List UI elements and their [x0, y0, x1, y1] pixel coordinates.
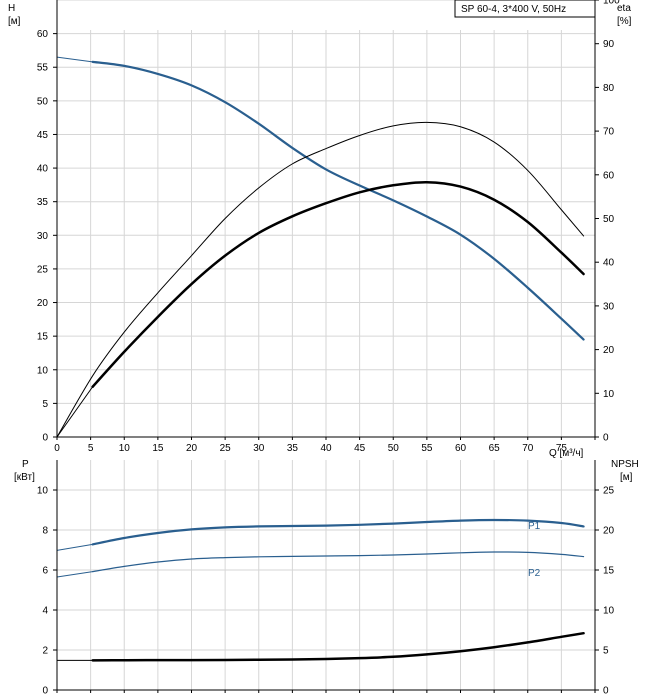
right-tick-label: 20: [603, 345, 615, 356]
curve-npsh: [91, 631, 585, 662]
curve-eta-ext: [56, 386, 94, 438]
left-tick-label: 55: [37, 63, 49, 74]
right-tick-label: 60: [603, 170, 615, 181]
x-tick-label: 70: [522, 443, 534, 454]
left-tick-label: 6: [42, 566, 48, 577]
left-tick-label: 5: [42, 399, 48, 410]
left-tick-label: 25: [37, 264, 49, 275]
x-tick-label: 50: [388, 443, 400, 454]
left-tick-label: 15: [37, 332, 49, 343]
x-tick-label: 40: [320, 443, 332, 454]
top-left-axis-label-2: [м]: [8, 16, 21, 27]
right-tick-label: 0: [603, 433, 609, 444]
grid-layer: [57, 0, 596, 690]
right-tick-label: 100: [603, 0, 620, 7]
curve-p1: [91, 518, 585, 546]
right-tick-label: 30: [603, 301, 615, 312]
left-tick-label: 35: [37, 197, 49, 208]
x-tick-label: 0: [54, 443, 60, 454]
x-tick-label: 25: [220, 443, 232, 454]
left-tick-label: 20: [37, 298, 49, 309]
curve-h: [91, 60, 585, 341]
right-tick-label: 90: [603, 39, 615, 50]
curve-p1-ext: [56, 543, 94, 551]
right-tick-label: 80: [603, 83, 615, 94]
x-tick-label: 35: [287, 443, 299, 454]
left-tick-label: 50: [37, 96, 49, 107]
bottom-left-axis-label-1: P: [22, 459, 29, 470]
right-tick-label: 40: [603, 258, 615, 269]
right-tick-label: 70: [603, 127, 615, 138]
x-tick-label: 75: [556, 443, 568, 454]
title-box: [454, 0, 596, 18]
x-tick-label: 10: [119, 443, 131, 454]
bottom-left-axis-label-2: [кВт]: [14, 472, 35, 483]
right-tick-label: 10: [603, 389, 615, 400]
left-tick-label: 2: [42, 646, 48, 657]
left-tick-label: 60: [37, 29, 49, 40]
right-tick-label: 15: [603, 566, 615, 577]
x-tick-label: 45: [354, 443, 366, 454]
chart-title: SP 60-4, 3*400 V, 50Hz: [461, 4, 566, 15]
x-tick-label: 20: [186, 443, 198, 454]
top-right-axis-label-1: eta: [617, 3, 631, 14]
curve-layer: [56, 56, 585, 662]
left-tick-label: 4: [42, 606, 48, 617]
right-tick-label: 0: [603, 686, 609, 697]
top-right-axis-label-2: [%]: [617, 16, 632, 27]
left-tick-label: 30: [37, 231, 49, 242]
left-tick-label: 10: [37, 365, 49, 376]
right-tick-label: 5: [603, 646, 609, 657]
x-tick-label: 30: [253, 443, 265, 454]
curve-p2-ext: [56, 571, 94, 578]
curve-h-ext: [56, 56, 94, 63]
right-tick-label: 50: [603, 214, 615, 225]
x-tick-label: 5: [88, 443, 94, 454]
series-label-p1: P1: [528, 521, 541, 532]
right-tick-label: 10: [603, 606, 615, 617]
x-tick-label: 55: [421, 443, 433, 454]
left-tick-label: 45: [37, 130, 49, 141]
bottom-right-axis-label-2: [м]: [620, 472, 633, 483]
right-tick-label: 20: [603, 526, 615, 537]
bottom-right-axis-label-1: NPSH: [611, 459, 639, 470]
left-tick-label: 8: [42, 526, 48, 537]
right-tick-label: 25: [603, 486, 615, 497]
x-tick-label: 60: [455, 443, 467, 454]
curve-eta-total: [91, 180, 585, 388]
curve-p2: [92, 551, 585, 573]
x-tick-label: 65: [489, 443, 501, 454]
curve-eta-pump: [56, 121, 585, 438]
top-left-axis-label-1: H: [8, 3, 15, 14]
left-tick-label: 0: [42, 433, 48, 444]
x-tick-label: 15: [152, 443, 164, 454]
left-tick-label: 10: [37, 486, 49, 497]
left-tick-label: 40: [37, 164, 49, 175]
axis-layer: 0510152025303540455055600102030405060708…: [37, 0, 620, 697]
x-axis-label: Q [м³/ч]: [549, 448, 584, 459]
left-tick-label: 0: [42, 686, 48, 697]
series-label-p2: P2: [528, 568, 541, 579]
